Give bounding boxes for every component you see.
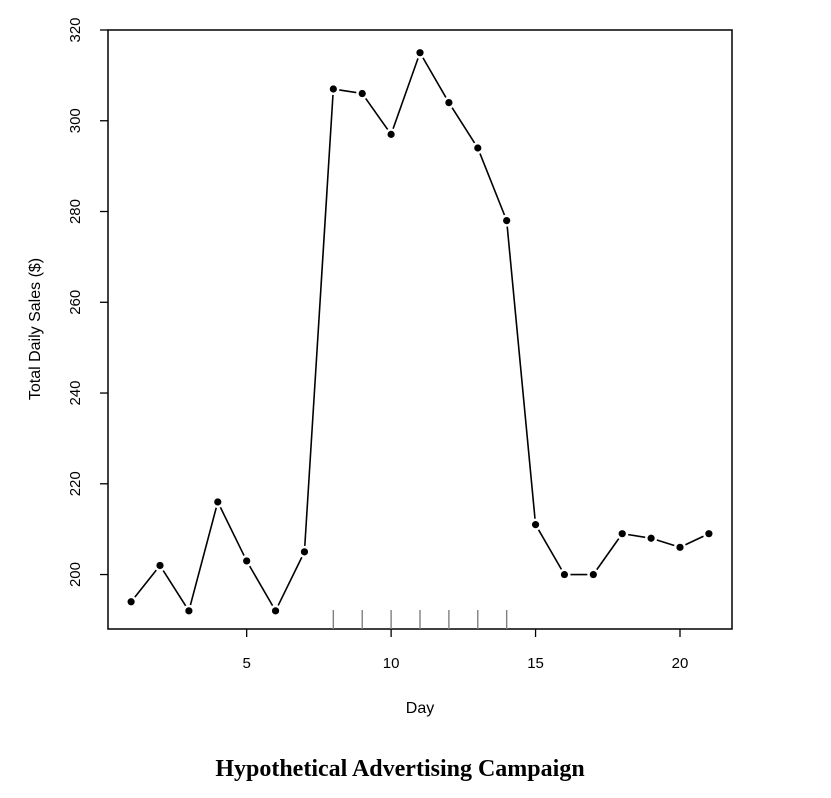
line-segment <box>537 529 563 570</box>
y-tick-label: 220 <box>67 471 84 496</box>
line-chart: 5 10 15 20 200 220 240 260 280 300 320 Day Total … <box>27 17 733 717</box>
line-segment <box>189 507 218 606</box>
line-segment <box>506 226 536 519</box>
y-tick-label: 280 <box>67 199 84 224</box>
data-point <box>647 534 655 542</box>
data-point <box>243 557 251 565</box>
line-segment <box>248 565 274 607</box>
data-point <box>271 607 280 615</box>
data-point <box>300 548 309 556</box>
data-point <box>474 144 482 152</box>
data-point <box>676 543 684 551</box>
line-segment <box>162 570 187 607</box>
x-tick-label: 20 <box>672 655 689 672</box>
figure-caption: Hypothetical Advertising Campaign <box>215 756 585 782</box>
data-point <box>214 498 222 506</box>
line-segment <box>685 535 704 546</box>
x-tick-label: 10 <box>383 655 400 672</box>
data-point <box>156 561 164 570</box>
line-segment <box>365 97 389 130</box>
line-segment <box>422 57 447 98</box>
line-segment <box>596 538 620 571</box>
y-tick-label: 240 <box>67 381 84 406</box>
x-axis: 5 10 15 20 <box>242 629 688 672</box>
line-segment <box>479 153 506 216</box>
data-point <box>416 49 424 57</box>
plot-frame <box>107 29 733 630</box>
data-point <box>358 89 366 98</box>
data-point <box>531 521 540 529</box>
rug-ticks <box>332 610 508 629</box>
x-tick-label: 15 <box>527 655 544 672</box>
data-points <box>127 49 713 615</box>
y-tick-label: 200 <box>67 562 84 587</box>
data-point <box>503 216 511 225</box>
series-line <box>134 57 704 607</box>
line-segment <box>339 89 357 94</box>
y-axis: 200 220 240 260 280 300 320 <box>67 17 108 587</box>
y-tick-label: 320 <box>67 17 84 42</box>
line-segment <box>134 569 157 598</box>
data-point <box>445 99 453 107</box>
data-point <box>329 85 337 93</box>
y-tick-label: 300 <box>67 108 84 133</box>
data-point <box>185 607 193 615</box>
data-point <box>705 530 713 538</box>
data-point <box>618 530 626 538</box>
y-tick-label: 260 <box>67 290 84 315</box>
x-tick-label: 5 <box>242 655 250 672</box>
data-point <box>589 570 597 579</box>
line-segment <box>219 506 245 556</box>
line-segment <box>304 94 334 546</box>
data-point <box>127 598 135 606</box>
y-axis-title: Total Daily Sales ($) <box>27 258 44 400</box>
x-axis-title: Day <box>406 700 434 717</box>
data-point <box>387 130 395 138</box>
line-segment <box>451 107 476 144</box>
line-segment <box>277 556 303 606</box>
line-segment <box>656 539 675 547</box>
data-point <box>560 570 569 579</box>
line-segment <box>392 58 419 129</box>
line-segment <box>628 533 646 539</box>
